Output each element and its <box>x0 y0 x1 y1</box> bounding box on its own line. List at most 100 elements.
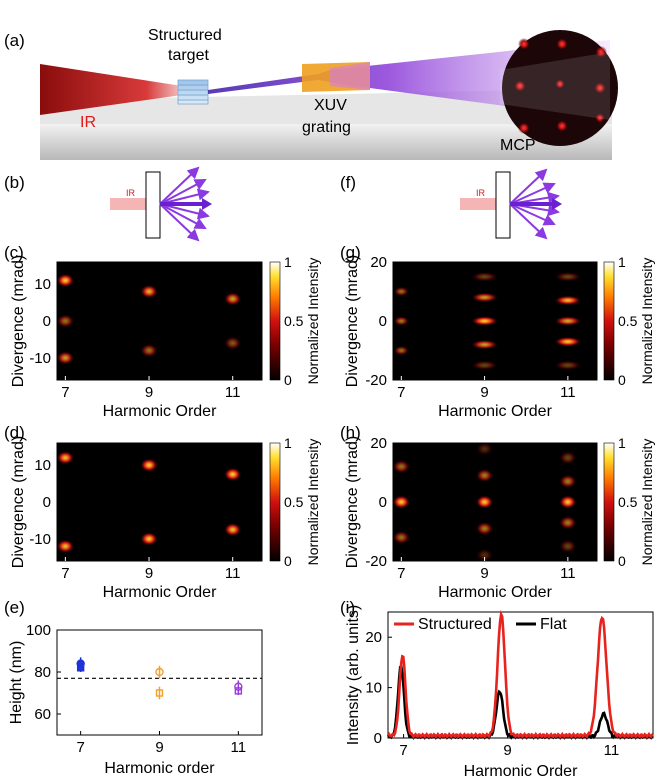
y-tick-label: 100 <box>26 622 51 639</box>
colorbar-tick: 0 <box>618 372 626 388</box>
ir-label: IR <box>80 114 96 131</box>
x-tick-label: 7 <box>397 384 405 401</box>
ir-beam <box>40 64 182 115</box>
y-tick-label: 0 <box>43 494 51 511</box>
heatmap-background <box>57 262 262 380</box>
zero-order-head-f <box>552 198 562 210</box>
panel-label-h: (h) <box>340 423 361 442</box>
x-tick-label: 11 <box>225 565 241 582</box>
y-axis-label: Intensity (arb. units) <box>345 605 362 746</box>
panel-label-c: (c) <box>4 243 24 262</box>
grating-label-1: XUV <box>314 97 347 114</box>
colorbar-tick: 0 <box>618 553 626 569</box>
x-tick-label: 9 <box>145 384 153 401</box>
colorbar: 0 0.5 1 Normalized Intensity <box>269 254 321 388</box>
heatmap-spot <box>553 271 582 282</box>
target-label-1: Structured <box>148 27 222 44</box>
mcp-label: MCP <box>500 137 536 154</box>
colorbar-tick: 1 <box>284 254 292 270</box>
heatmap-spot <box>475 521 494 536</box>
heatmap-spot <box>553 360 582 371</box>
colorbar-tick: 1 <box>618 435 626 451</box>
line-i: Structured Flat 7 9 11 0 10 20 Harmonic Order Int… <box>345 605 654 780</box>
x-axis-label: Harmonic Order <box>438 584 552 601</box>
x-tick-label: 7 <box>399 742 407 759</box>
mcp-spots <box>514 38 607 134</box>
y-tick-label: 0 <box>374 730 382 747</box>
scatter-frame <box>56 629 263 736</box>
heatmap-spot <box>470 360 499 371</box>
ground-plane <box>40 124 612 160</box>
colorbar-tick: 1 <box>618 254 626 270</box>
y-tick-label: 10 <box>34 457 51 474</box>
colorbar-gradient <box>269 261 281 381</box>
heatmap-spots <box>57 450 242 554</box>
x-axis-label: Harmonic Order <box>464 763 578 780</box>
panel-label-a: (a) <box>4 31 25 50</box>
colorbar: 0 0.5 1 Normalized Intensity <box>603 254 655 388</box>
y-tick-label: 20 <box>370 254 387 271</box>
heatmap-spot <box>558 474 577 489</box>
x-tick-label: 11 <box>560 565 576 582</box>
legend-label: Flat <box>540 616 567 633</box>
zero-order-head-b <box>202 198 212 210</box>
panel-label-i: (i) <box>340 598 355 617</box>
x-tick-label: 11 <box>604 742 620 759</box>
colorbar-label: Normalized Intensity <box>639 439 655 566</box>
heatmap-spot <box>140 284 159 299</box>
heatmap-spots <box>393 443 577 561</box>
x-axis-label: Harmonic order <box>104 760 215 777</box>
colorbar-tick: 0 <box>284 372 292 388</box>
y-tick-label: -10 <box>29 350 51 367</box>
heatmap-spot <box>223 291 242 306</box>
colorbar-tick: 0.5 <box>284 313 304 329</box>
scatter-e: 7 9 11 60 80 100 Harmonic order Height (nm) <box>8 622 263 777</box>
colorbar-tick: 0.5 <box>618 494 638 510</box>
colorbar: 0 0.5 1 Normalized Intensity <box>269 435 321 569</box>
y-axis-label: Divergence (mrad) <box>344 255 361 387</box>
y-tick-label: -20 <box>365 372 387 389</box>
y-tick-label: 10 <box>34 276 51 293</box>
y-tick-label: 0 <box>379 494 387 511</box>
y-axis-label: Divergence (mrad) <box>344 436 361 568</box>
y-tick-label: 0 <box>43 313 51 330</box>
heatmap-spot <box>470 271 499 282</box>
heatmap-frame <box>392 442 598 562</box>
heatmap-spot <box>470 316 499 326</box>
grating-label-2: grating <box>302 119 351 136</box>
heatmap-spot <box>223 336 242 351</box>
heatmap-spot <box>57 314 75 328</box>
heatmap-spot <box>470 292 499 303</box>
heatmap-frame <box>392 261 598 381</box>
x-tick-label: 7 <box>76 739 84 756</box>
heatmap-spot <box>57 350 75 365</box>
x-tick-label: 11 <box>560 384 576 401</box>
colorbar-gradient <box>603 442 615 562</box>
y-tick-label: 20 <box>370 435 387 452</box>
heatmap-spot <box>475 548 494 561</box>
y-tick-label: 10 <box>365 680 382 697</box>
legend-label: Structured <box>418 616 492 633</box>
x-tick-label: 11 <box>231 739 247 756</box>
heatmap-spot <box>475 495 494 509</box>
heatmap-spot <box>223 467 242 482</box>
heatmap-spot <box>140 458 159 473</box>
colorbar-label: Normalized Intensity <box>305 258 321 385</box>
x-axis-label: Harmonic Order <box>103 584 217 601</box>
heatmap-frame <box>56 442 263 562</box>
x-tick-label: 7 <box>397 565 405 582</box>
grating-reflection <box>330 62 370 90</box>
colorbar-tick: 0 <box>284 553 292 569</box>
heatmap-spot <box>558 450 577 465</box>
y-tick-label: 60 <box>34 706 51 723</box>
ir-arrow-body <box>110 198 150 210</box>
legend: Structured Flat <box>394 616 567 633</box>
heatmap-spot <box>57 450 75 465</box>
heatmap-spot <box>223 522 242 537</box>
series-line <box>386 609 654 740</box>
heatmap-spot <box>558 515 577 530</box>
panel-label-d: (d) <box>4 423 25 442</box>
heatmap-spot <box>393 495 411 509</box>
colorbar-tick: 0.5 <box>284 494 304 510</box>
